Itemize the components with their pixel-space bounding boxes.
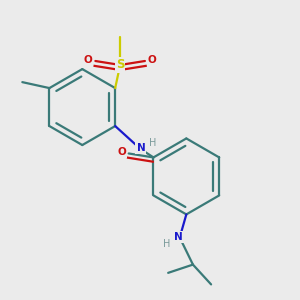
Text: H: H (149, 138, 156, 148)
Text: O: O (148, 55, 157, 65)
Text: O: O (117, 147, 126, 157)
Text: O: O (84, 55, 92, 65)
Text: N: N (136, 143, 145, 153)
Text: H: H (163, 239, 170, 249)
Text: N: N (174, 232, 182, 242)
Text: S: S (116, 58, 124, 71)
